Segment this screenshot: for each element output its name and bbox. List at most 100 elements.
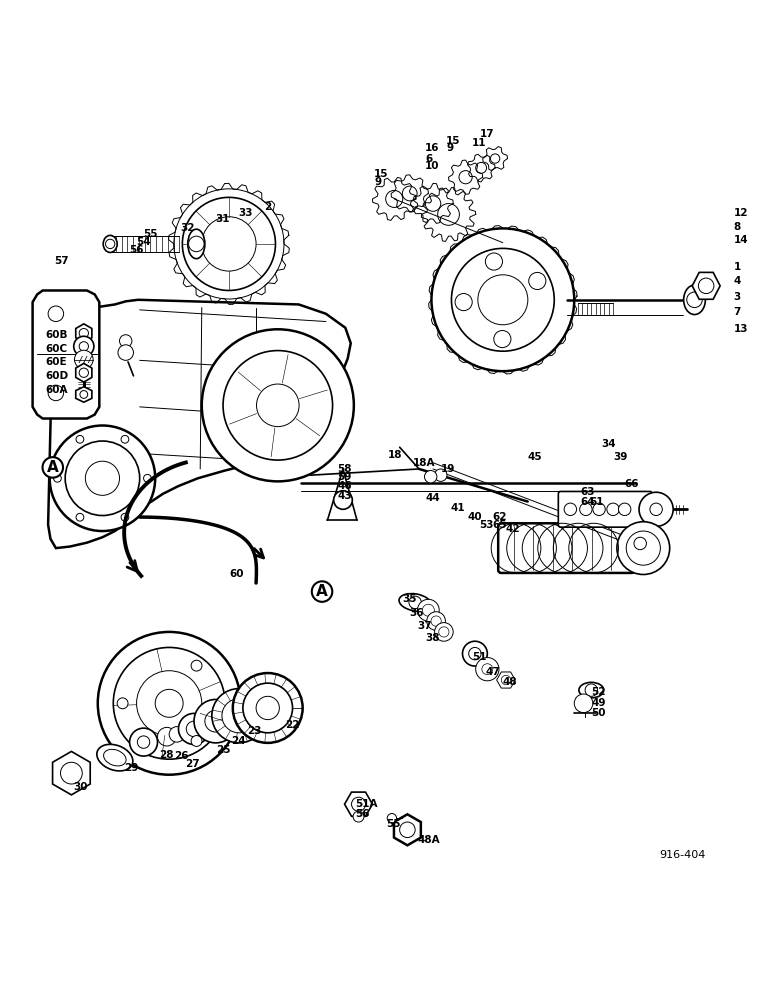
Circle shape — [353, 811, 364, 822]
Circle shape — [121, 513, 129, 521]
Ellipse shape — [399, 594, 431, 611]
Text: 13: 13 — [733, 324, 748, 334]
Circle shape — [431, 616, 442, 626]
Circle shape — [469, 647, 481, 660]
Ellipse shape — [579, 682, 604, 698]
Polygon shape — [76, 324, 92, 342]
Text: 50: 50 — [591, 708, 606, 718]
Text: 27: 27 — [185, 759, 199, 769]
Circle shape — [117, 698, 128, 709]
Circle shape — [459, 171, 472, 184]
Text: 60A: 60A — [45, 385, 68, 395]
Circle shape — [61, 762, 82, 784]
Text: 64: 64 — [580, 497, 595, 507]
Circle shape — [79, 329, 88, 338]
Circle shape — [144, 474, 151, 482]
Circle shape — [80, 391, 88, 398]
Polygon shape — [53, 751, 90, 795]
Text: 30: 30 — [74, 782, 88, 792]
Circle shape — [186, 721, 202, 737]
Circle shape — [223, 351, 333, 460]
Circle shape — [617, 522, 670, 574]
Ellipse shape — [188, 229, 205, 259]
Circle shape — [137, 736, 150, 748]
Circle shape — [438, 204, 459, 225]
Circle shape — [585, 684, 598, 696]
Circle shape — [650, 503, 663, 516]
Circle shape — [233, 673, 303, 743]
Text: 52: 52 — [591, 687, 606, 697]
Text: 29: 29 — [124, 763, 139, 773]
Text: 19: 19 — [441, 464, 456, 474]
Circle shape — [137, 671, 202, 736]
Circle shape — [85, 461, 120, 495]
Ellipse shape — [103, 749, 126, 766]
Circle shape — [257, 384, 299, 427]
Circle shape — [155, 689, 183, 717]
Circle shape — [118, 345, 133, 360]
Text: 55: 55 — [386, 819, 401, 829]
Text: 26: 26 — [175, 751, 189, 761]
Circle shape — [182, 197, 275, 290]
Circle shape — [435, 623, 453, 641]
Circle shape — [74, 350, 93, 369]
Text: 16: 16 — [425, 143, 440, 153]
Circle shape — [580, 503, 592, 516]
Text: 916-404: 916-404 — [660, 850, 706, 860]
Circle shape — [618, 503, 631, 516]
Circle shape — [222, 699, 256, 733]
Circle shape — [485, 253, 503, 270]
Text: 63: 63 — [580, 487, 595, 497]
Circle shape — [174, 189, 284, 299]
Circle shape — [169, 727, 185, 742]
Circle shape — [593, 503, 605, 516]
Text: 15: 15 — [374, 169, 389, 179]
Circle shape — [158, 727, 176, 746]
Text: 53: 53 — [480, 520, 494, 530]
Text: 54: 54 — [136, 237, 151, 247]
Text: 31: 31 — [216, 214, 230, 224]
Text: 33: 33 — [238, 208, 253, 218]
Text: 49: 49 — [591, 698, 606, 708]
Text: 62: 62 — [493, 512, 508, 522]
Ellipse shape — [103, 235, 117, 252]
Circle shape — [189, 236, 204, 252]
FancyBboxPatch shape — [559, 491, 652, 527]
Circle shape — [65, 441, 140, 516]
Polygon shape — [76, 363, 92, 382]
Circle shape — [438, 627, 449, 637]
Circle shape — [494, 330, 511, 348]
Text: 15: 15 — [446, 136, 461, 146]
Circle shape — [574, 694, 593, 713]
Circle shape — [476, 162, 487, 173]
Circle shape — [98, 632, 241, 775]
Polygon shape — [394, 814, 421, 845]
FancyBboxPatch shape — [498, 523, 635, 573]
Circle shape — [431, 228, 574, 371]
Circle shape — [425, 196, 441, 211]
Text: 45: 45 — [528, 452, 542, 462]
Text: 48: 48 — [503, 677, 518, 687]
Circle shape — [417, 599, 439, 621]
Text: 23: 23 — [247, 726, 262, 736]
Polygon shape — [497, 672, 515, 688]
Text: 60D: 60D — [45, 371, 68, 381]
Polygon shape — [345, 792, 372, 816]
Circle shape — [243, 683, 293, 733]
Ellipse shape — [97, 744, 133, 771]
Text: 37: 37 — [417, 621, 432, 631]
Circle shape — [79, 342, 88, 351]
Text: 38: 38 — [425, 633, 440, 643]
Circle shape — [626, 531, 660, 565]
Circle shape — [402, 186, 417, 201]
Text: 60C: 60C — [45, 344, 68, 354]
Circle shape — [194, 699, 237, 743]
Text: A: A — [47, 460, 59, 475]
Text: 9: 9 — [374, 177, 381, 187]
Text: 6: 6 — [425, 154, 432, 164]
Circle shape — [476, 658, 499, 681]
Circle shape — [76, 435, 84, 443]
Circle shape — [202, 329, 354, 481]
Text: 25: 25 — [216, 745, 230, 755]
Text: 59: 59 — [338, 472, 352, 482]
